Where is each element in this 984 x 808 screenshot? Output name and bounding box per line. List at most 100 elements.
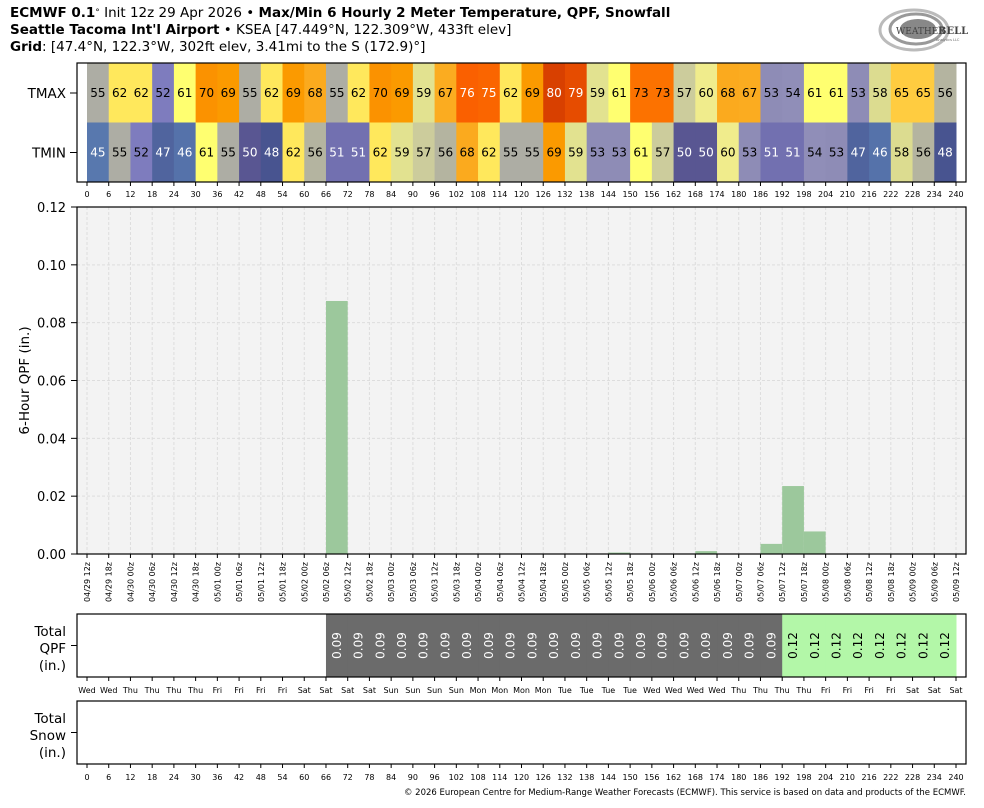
tmin-value: 52 <box>134 146 149 160</box>
total-qpf-cell <box>890 614 914 677</box>
hour-tick-label: 6 <box>106 190 111 199</box>
tmin-value: 55 <box>503 146 518 160</box>
hour-tick-label: 78 <box>364 190 374 199</box>
x-date-label: 04/29 18z <box>105 562 114 602</box>
day-label: Sat <box>949 686 962 695</box>
x-date-label: 05/08 06z <box>843 562 852 602</box>
day-label: Tue <box>557 686 572 695</box>
day-label: Tue <box>579 686 594 695</box>
x-date-label: 05/07 06z <box>756 562 765 602</box>
tmin-value: 53 <box>742 146 757 160</box>
tmax-cell <box>673 63 696 123</box>
total-qpf-value: 0.09 <box>525 632 539 659</box>
hour-tick-label: 108 <box>470 773 485 782</box>
hour-tick-label: 150 <box>622 773 637 782</box>
hour-tick-label: 138 <box>579 773 594 782</box>
tmin-cell <box>456 122 479 182</box>
tmax-cell <box>239 63 262 123</box>
tmax-value: 73 <box>655 86 670 100</box>
total-qpf-cell <box>456 614 479 677</box>
x-date-label: 05/06 18z <box>713 562 722 602</box>
tmax-value: 62 <box>503 86 518 100</box>
day-label: Thu <box>730 686 746 695</box>
qpf-bar <box>803 531 826 554</box>
tmin-cell <box>195 122 218 182</box>
day-label: Sat <box>906 686 919 695</box>
total-qpf-value: 0.09 <box>330 632 344 659</box>
tmin-cell <box>325 122 349 182</box>
total-qpf-cell <box>564 614 588 677</box>
total-qpf-cell <box>543 614 566 677</box>
total-qpf-value: 0.09 <box>634 632 648 659</box>
hour-tick-label: 84 <box>386 190 396 199</box>
hour-tick-label: 84 <box>386 773 396 782</box>
tmax-cell <box>152 63 175 123</box>
tmax-cell <box>260 63 284 123</box>
total-snow-frame <box>76 700 967 765</box>
tmin-cell <box>87 122 110 182</box>
tmax-cell <box>217 63 240 123</box>
total-qpf-value: 0.09 <box>417 632 431 659</box>
tmin-value: 56 <box>438 146 453 160</box>
total-qpf-value: 0.09 <box>460 632 474 659</box>
hour-tick-label: 36 <box>212 773 222 782</box>
hour-tick-label: 18 <box>147 190 157 199</box>
day-label: Sat <box>341 686 354 695</box>
total-qpf-cell <box>521 614 544 677</box>
product-title: Max/Min 6 Hourly 2 Meter Temperature, QP… <box>258 5 671 21</box>
hour-tick-label: 144 <box>601 773 616 782</box>
tmin-value: 45 <box>90 146 105 160</box>
qpf-bar <box>760 543 783 554</box>
day-label: Thu <box>187 686 203 695</box>
model-name: ECMWF 0.1 <box>10 5 96 21</box>
total-qpf-cell <box>912 614 935 677</box>
tmax-cell <box>478 63 501 123</box>
total-qpf-cell <box>803 614 827 677</box>
hour-tick-label: 24 <box>169 190 179 199</box>
x-date-label: 05/08 00z <box>822 562 831 602</box>
init-time: Init 12z 29 Apr 2026 • <box>99 5 259 21</box>
tmin-value: 50 <box>242 146 257 160</box>
hour-tick-label: 198 <box>796 773 811 782</box>
tmin-value: 48 <box>264 146 279 160</box>
x-date-label: 05/06 06z <box>670 562 679 602</box>
hour-tick-label: 18 <box>147 773 157 782</box>
tmax-value: 69 <box>286 86 301 100</box>
total-qpf-value: 0.12 <box>916 632 930 659</box>
day-label: Sat <box>319 686 332 695</box>
tmax-cell <box>651 63 675 123</box>
hour-tick-label: 114 <box>492 190 507 199</box>
tmin-cell <box>260 122 284 182</box>
total-qpf-value: 0.09 <box>569 632 583 659</box>
qpf-bar <box>782 486 804 554</box>
tmin-value: 55 <box>221 146 236 160</box>
tmin-cell <box>673 122 696 182</box>
x-date-label: 05/03 18z <box>452 562 461 602</box>
hour-tick-label: 54 <box>277 190 287 199</box>
hour-tick-label: 42 <box>234 773 244 782</box>
day-label: Fri <box>843 686 853 695</box>
x-date-label: 05/01 00z <box>213 562 222 602</box>
tmax-value: 67 <box>742 86 757 100</box>
total-qpf-cell <box>325 614 349 677</box>
tmin-cell <box>282 122 305 182</box>
qpf-bar <box>608 552 631 554</box>
tmin-cell <box>239 122 262 182</box>
total-qpf-cell <box>673 614 696 677</box>
x-date-label: 05/01 06z <box>235 562 244 602</box>
day-label: Mon <box>513 686 530 695</box>
hour-tick-label: 216 <box>861 190 876 199</box>
hour-tick-label: 210 <box>840 773 855 782</box>
hour-tick-label: 72 <box>343 190 353 199</box>
tmin-cell <box>738 122 761 182</box>
tmin-cell <box>890 122 914 182</box>
tmax-value: 53 <box>851 86 866 100</box>
tmin-value: 47 <box>155 146 170 160</box>
tmin-value: 60 <box>720 146 735 160</box>
tmax-value: 65 <box>894 86 909 100</box>
hour-tick-label: 36 <box>212 190 222 199</box>
x-date-label: 05/07 12z <box>778 562 787 602</box>
hour-tick-label: 234 <box>927 773 942 782</box>
day-label: Sun <box>384 686 399 695</box>
tmin-cell <box>782 122 805 182</box>
